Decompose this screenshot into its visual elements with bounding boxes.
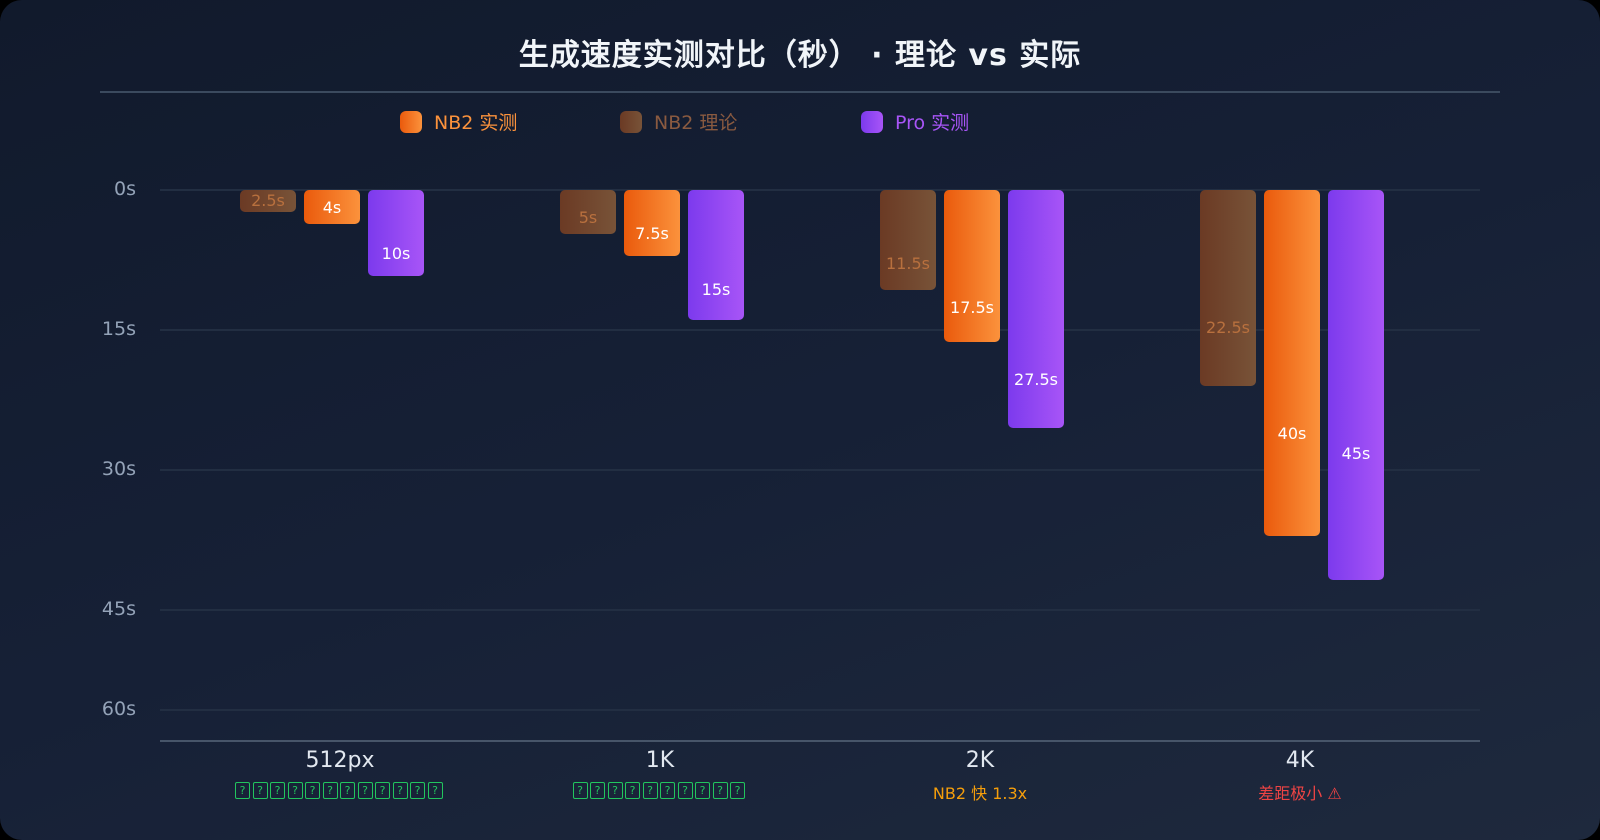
category-note-warning: 差距极小 ⚠	[1258, 784, 1342, 803]
gridline	[160, 329, 1480, 331]
missing-glyph-icon: ?	[607, 782, 623, 799]
gridline	[160, 469, 1480, 471]
missing-glyph-icon: ?	[252, 782, 268, 799]
missing-glyph-icon: ?	[427, 782, 443, 799]
y-tick: 60s	[101, 698, 136, 720]
missing-glyph-icon: ?	[660, 782, 675, 799]
x-category-label: 1K	[645, 748, 675, 773]
bar-pro-actual[interactable]: 45s	[1328, 190, 1384, 580]
bar-value-label: 7.5s	[635, 224, 669, 243]
missing-glyph-icon: ?	[695, 782, 710, 799]
bar-nb2-actual[interactable]: 4s	[304, 190, 360, 224]
missing-glyph-icon: ?	[590, 782, 605, 799]
missing-glyph-icon: ?	[375, 782, 390, 799]
legend-item-nb2-theory[interactable]: NB2 理论	[620, 108, 737, 135]
x-category-label: 2K	[965, 748, 995, 773]
missing-glyph-icon: ?	[270, 782, 285, 799]
bar-nb2-actual[interactable]: 7.5s	[624, 190, 680, 256]
gridline	[160, 709, 1480, 711]
bar-value-label: 11.5s	[886, 254, 930, 273]
category-note: NB2 快 1.3x	[932, 784, 1028, 803]
missing-glyph-icon: ?	[322, 782, 338, 799]
x-category-label: 4K	[1285, 748, 1315, 773]
gridline	[160, 189, 1480, 191]
missing-glyph-icon: ?	[357, 782, 373, 799]
legend-label: NB2 理论	[654, 112, 738, 134]
missing-glyph-icon: ?	[410, 782, 425, 799]
x-category-label: 512px	[305, 748, 375, 773]
legend-label: NB2 实测	[434, 112, 518, 134]
bar-value-label: 27.5s	[1014, 370, 1058, 389]
legend-swatch-icon	[861, 110, 883, 133]
legend-swatch-icon	[620, 110, 642, 133]
missing-glyph-icon: ?	[677, 782, 693, 799]
bar-pro-actual[interactable]: 27.5s	[1008, 190, 1064, 428]
bar-pro-actual[interactable]: 15s	[688, 190, 744, 320]
bar-value-label: 5s	[578, 208, 598, 227]
bar-value-label: 2.5s	[251, 191, 285, 210]
legend-label: Pro 实测	[895, 112, 970, 134]
bar-pro-actual[interactable]: 10s	[368, 190, 424, 276]
missing-glyph-icon: ?	[712, 782, 728, 799]
legend-item-pro-actual[interactable]: Pro 实测	[861, 108, 969, 135]
missing-glyph-icon: ?	[392, 782, 408, 799]
legend-item-nb2-actual[interactable]: NB2 实测	[400, 108, 517, 135]
y-tick: 0s	[114, 178, 136, 200]
missing-glyph-icon: ?	[625, 782, 640, 799]
missing-glyph-icon: ?	[287, 782, 303, 799]
missing-glyph-icon: ?	[235, 782, 250, 799]
bar-value-label: 15s	[701, 280, 731, 299]
category-note-tofu: ??????????	[510, 780, 810, 799]
bar-nb2-theory[interactable]: 11.5s	[880, 190, 936, 290]
chart-title: 生成速度实测对比（秒） · 理论 vs 实际	[518, 38, 1082, 73]
missing-glyph-icon: ?	[305, 782, 320, 799]
missing-glyph-icon: ?	[642, 782, 658, 799]
missing-glyph-icon: ?	[340, 782, 355, 799]
bar-value-label: 17.5s	[950, 298, 994, 317]
bar-nb2-theory[interactable]: 2.5s	[240, 190, 296, 212]
missing-glyph-icon: ?	[572, 782, 588, 799]
bar-nb2-theory[interactable]: 22.5s	[1200, 190, 1256, 386]
category-note-tofu: ????????????	[190, 780, 490, 799]
gridline	[160, 609, 1480, 611]
y-tick: 30s	[101, 458, 136, 480]
bar-value-label: 40s	[1277, 424, 1307, 443]
bar-nb2-actual[interactable]: 17.5s	[944, 190, 1000, 342]
missing-glyph-icon: ?	[730, 782, 745, 799]
bar-value-label: 10s	[381, 244, 411, 263]
y-tick: 15s	[101, 318, 136, 340]
y-tick: 45s	[101, 598, 136, 620]
legend-swatch-icon	[400, 110, 422, 133]
bar-nb2-theory[interactable]: 5s	[560, 190, 616, 234]
bar-value-label: 22.5s	[1206, 318, 1250, 337]
bar-nb2-actual[interactable]: 40s	[1264, 190, 1320, 536]
title-divider	[100, 91, 1500, 93]
bar-value-label: 45s	[1341, 444, 1371, 463]
x-axis-line	[160, 740, 1480, 742]
legend: NB2 实测 NB2 理论 Pro 实测	[0, 108, 1600, 138]
bar-value-label: 4s	[322, 198, 342, 217]
